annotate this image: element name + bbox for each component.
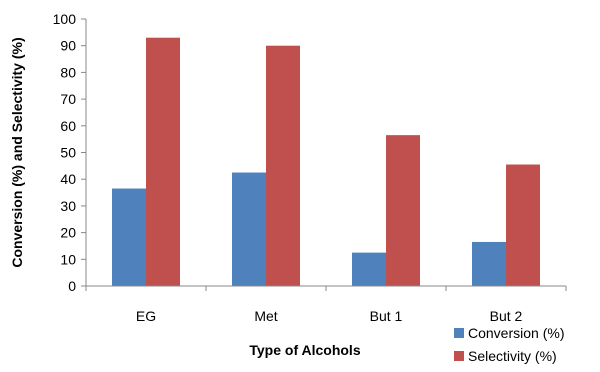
bars <box>112 37 540 287</box>
x-axis-ticks: EG Met But 1 But 2 <box>85 286 567 324</box>
x-tick-label: EG <box>136 308 156 324</box>
x-tick-label: But 2 <box>490 308 523 324</box>
conversion-bar-4 <box>472 241 506 286</box>
legend-label: Selectivity (%) <box>468 348 557 364</box>
x-axis-title: Type of Alcohols <box>249 342 360 358</box>
selectivity-bar-3 <box>386 135 420 286</box>
legend-swatch <box>454 351 464 361</box>
selectivity-bar-2 <box>266 45 300 287</box>
y-tick-label: 20 <box>60 225 76 241</box>
y-tick-label: 100 <box>53 11 77 27</box>
y-tick-label: 70 <box>60 91 76 107</box>
x-tick-label: But 1 <box>370 308 403 324</box>
y-tick-label: 50 <box>60 145 76 161</box>
legend: Conversion (%) Selectivity (%) <box>454 325 564 364</box>
y-tick-label: 30 <box>60 198 76 214</box>
conversion-bar-1 <box>112 188 146 286</box>
selectivity-bar-1 <box>146 37 180 286</box>
x-tick-label: Met <box>254 308 277 324</box>
y-tick-label: 80 <box>60 64 76 80</box>
y-tick-label: 10 <box>60 251 76 267</box>
selectivity-bar-4 <box>506 164 540 286</box>
y-tick-label: 90 <box>60 38 76 54</box>
y-axis-ticks: 0 10 20 30 40 50 60 70 80 90 100 <box>53 11 86 294</box>
legend-label: Conversion (%) <box>468 325 564 341</box>
y-axis-title: Conversion (%) and Selectivity (%) <box>9 37 25 267</box>
conversion-bar-3 <box>352 252 386 286</box>
conversion-bar-2 <box>232 172 266 286</box>
y-tick-label: 60 <box>60 118 76 134</box>
legend-swatch <box>454 328 464 338</box>
y-tick-label: 0 <box>68 278 76 294</box>
y-tick-label: 40 <box>60 171 76 187</box>
